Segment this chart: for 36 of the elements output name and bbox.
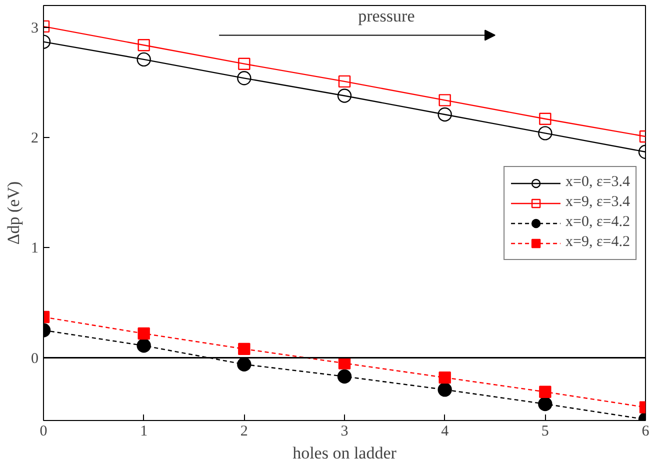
x-axis-title: holes on ladder: [292, 444, 397, 462]
x-tick-label: 2: [240, 424, 248, 440]
point: [337, 88, 352, 103]
point: [138, 327, 150, 340]
point: [238, 58, 250, 70]
y-tick-label: 0: [31, 350, 38, 367]
y-tick-label: 1: [31, 240, 38, 257]
point: [237, 357, 252, 372]
y-axis-title: Δdp (eV): [4, 181, 23, 245]
point: [438, 371, 451, 384]
legend-label: x=9, ε=4.2: [566, 234, 630, 251]
point: [438, 382, 452, 397]
x-tick-label: 4: [441, 424, 450, 440]
x-tick-label: 6: [642, 424, 650, 440]
legend-label: x=0, ε=4.2: [566, 214, 630, 231]
annotation: pressure: [358, 6, 415, 26]
point: [538, 396, 552, 412]
point: [238, 342, 250, 356]
point: [539, 112, 552, 125]
point: [138, 39, 150, 52]
point: [337, 369, 352, 384]
legend-label: x=9, ε=3.4: [566, 194, 630, 211]
point: [237, 71, 252, 86]
point: [539, 386, 552, 398]
y-tick-label: 3: [31, 20, 38, 37]
point: [338, 75, 351, 88]
point: [136, 52, 151, 67]
point: [136, 338, 151, 353]
point: [438, 94, 451, 106]
legend-label: x=0, ε=3.4: [566, 174, 630, 191]
point: [438, 107, 452, 122]
y-tick-label: 2: [31, 130, 38, 147]
point: [538, 126, 552, 140]
x-tick-label: 1: [140, 424, 148, 440]
x-tick-label: 3: [340, 424, 348, 440]
x-tick-label: 5: [541, 424, 549, 440]
